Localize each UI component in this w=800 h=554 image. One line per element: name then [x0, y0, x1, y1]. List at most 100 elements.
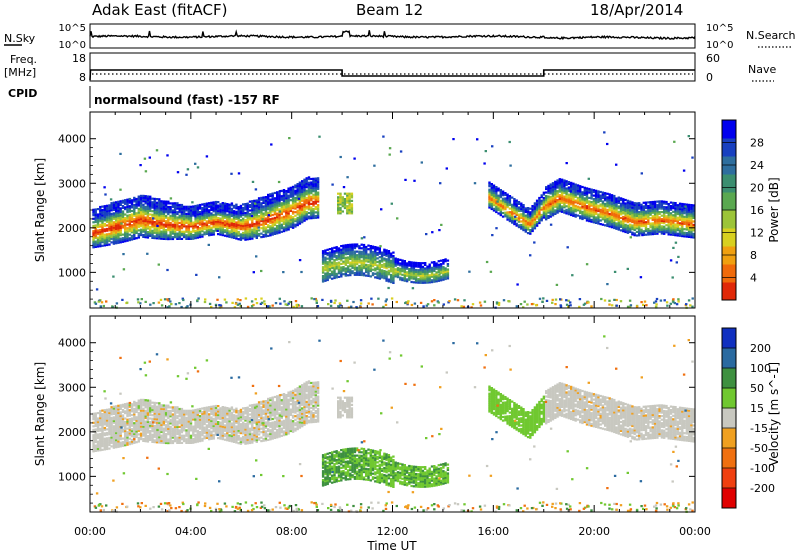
- data-cell: [501, 208, 505, 211]
- data-cell: [604, 211, 607, 214]
- data-cell: [647, 217, 650, 220]
- data-cell: [108, 442, 111, 445]
- data-cell: [535, 213, 539, 217]
- data-cell: [446, 263, 450, 266]
- data-cell: [153, 221, 156, 224]
- data-cell: [96, 437, 100, 440]
- data-cell: [160, 221, 163, 224]
- data-cell: [253, 215, 256, 218]
- data-cell: [533, 218, 537, 221]
- data-cell: [151, 215, 154, 218]
- data-cell: [567, 207, 571, 210]
- data-cell: [644, 230, 648, 233]
- data-cell: [164, 207, 168, 210]
- data-cell: [173, 205, 177, 208]
- data-cell: [378, 277, 381, 280]
- data-cell: [273, 229, 277, 232]
- data-cell: [529, 230, 532, 233]
- data-cell: [444, 270, 447, 273]
- data-cell: [149, 217, 152, 220]
- data-cell: [94, 430, 97, 433]
- data-cell: [619, 225, 623, 228]
- data-cell: [262, 225, 265, 228]
- data-cell: [346, 270, 350, 273]
- data-cell: [387, 280, 391, 283]
- data-cell: [94, 415, 97, 419]
- data-cell: [394, 275, 397, 278]
- data-cell: [403, 279, 406, 282]
- data-cell: [176, 234, 179, 237]
- data-cell: [635, 218, 639, 221]
- data-cell: [198, 216, 202, 219]
- data-cell: [337, 270, 341, 273]
- data-cell: [198, 236, 202, 239]
- data-cell: [644, 217, 648, 220]
- data-cell: [291, 200, 295, 203]
- data-cell: [497, 201, 500, 204]
- data-cell: [351, 264, 354, 268]
- data-cell: [353, 255, 357, 259]
- data-cell: [234, 302, 238, 305]
- data-cell: [617, 200, 620, 203]
- data-cell: [388, 153, 391, 156]
- data-cell: [149, 303, 152, 306]
- data-cell: [196, 229, 199, 232]
- data-cell: [108, 413, 111, 416]
- data-cell: [365, 258, 368, 261]
- data-cell: [633, 214, 636, 217]
- data-cell: [656, 223, 659, 226]
- data-cell: [115, 222, 118, 225]
- data-cell: [92, 239, 95, 242]
- data-cell: [103, 186, 106, 189]
- data-cell: [194, 226, 197, 229]
- data-cell: [303, 189, 306, 192]
- data-cell: [294, 218, 297, 221]
- data-cell: [378, 274, 381, 277]
- data-cell: [94, 417, 97, 420]
- data-cell: [253, 224, 256, 227]
- data-cell: [554, 200, 557, 203]
- data-cell: [92, 435, 95, 439]
- data-cell: [617, 221, 620, 224]
- data-cell: [642, 214, 645, 217]
- data-cell: [326, 275, 329, 278]
- data-cell: [410, 268, 413, 271]
- data-cell: [101, 212, 104, 215]
- data-cell: [631, 228, 634, 231]
- data-cell: [103, 205, 106, 208]
- data-cell: [155, 226, 159, 229]
- data-cell: [687, 210, 691, 214]
- data-cell: [638, 228, 641, 231]
- data-cell: [271, 224, 274, 227]
- data-cell: [590, 218, 593, 221]
- data-cell: [99, 436, 102, 439]
- data-cell: [439, 263, 443, 266]
- data-cell: [119, 200, 122, 203]
- data-cell: [551, 194, 555, 197]
- data-cell: [663, 230, 666, 234]
- data-cell: [358, 270, 361, 273]
- data-cell: [483, 162, 486, 165]
- data-cell: [524, 216, 527, 219]
- data-cell: [349, 257, 352, 261]
- data-cell: [390, 265, 393, 268]
- data-cell: [119, 404, 122, 407]
- data-cell: [606, 221, 609, 224]
- data-cell: [669, 206, 673, 209]
- data-cell: [392, 262, 395, 265]
- data-cell: [570, 196, 573, 199]
- data-cell: [117, 417, 120, 420]
- data-cell: [130, 201, 134, 204]
- data-cell: [239, 213, 243, 216]
- data-cell: [158, 232, 161, 235]
- data-cell: [208, 302, 212, 305]
- data-cell: [604, 217, 607, 220]
- data-cell: [342, 273, 345, 276]
- data-cell: [692, 223, 695, 227]
- data-cell: [583, 209, 586, 212]
- data-cell: [285, 225, 288, 228]
- data-cell: [105, 422, 109, 426]
- data-cell: [276, 198, 279, 201]
- data-cell: [115, 233, 118, 236]
